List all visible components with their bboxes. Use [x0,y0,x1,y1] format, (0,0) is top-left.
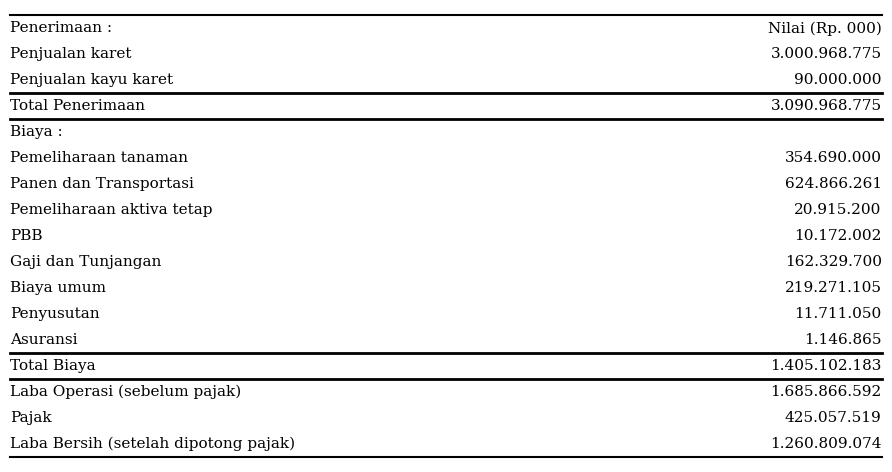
Text: Pemeliharaan aktiva tetap: Pemeliharaan aktiva tetap [11,203,213,217]
Text: 90.000.000: 90.000.000 [794,73,881,87]
Text: Nilai (Rp. 000): Nilai (Rp. 000) [768,21,881,35]
Text: Penyusutan: Penyusutan [11,307,100,321]
Text: 219.271.105: 219.271.105 [785,281,881,295]
Text: 11.711.050: 11.711.050 [795,307,881,321]
Text: Laba Bersih (setelah dipotong pajak): Laba Bersih (setelah dipotong pajak) [11,437,295,451]
Text: Penjualan karet: Penjualan karet [11,47,132,61]
Text: 3.090.968.775: 3.090.968.775 [771,99,881,113]
Text: 1.685.866.592: 1.685.866.592 [771,385,881,399]
Text: Pajak: Pajak [11,411,52,425]
Text: 624.866.261: 624.866.261 [785,177,881,191]
Text: Penerimaan :: Penerimaan : [11,21,112,35]
Text: 1.146.865: 1.146.865 [805,333,881,347]
Text: 20.915.200: 20.915.200 [795,203,881,217]
Text: 354.690.000: 354.690.000 [785,151,881,165]
Text: Total Penerimaan: Total Penerimaan [11,99,145,113]
Text: Asuransi: Asuransi [11,333,78,347]
Text: 162.329.700: 162.329.700 [785,255,881,269]
Text: Biaya umum: Biaya umum [11,281,106,295]
Text: Gaji dan Tunjangan: Gaji dan Tunjangan [11,255,161,269]
Text: 3.000.968.775: 3.000.968.775 [771,47,881,61]
Text: PBB: PBB [11,229,43,243]
Text: Panen dan Transportasi: Panen dan Transportasi [11,177,194,191]
Text: Penjualan kayu karet: Penjualan kayu karet [11,73,173,87]
Text: Total Biaya: Total Biaya [11,359,96,373]
Text: 1.405.102.183: 1.405.102.183 [771,359,881,373]
Text: 1.260.809.074: 1.260.809.074 [770,437,881,451]
Text: 10.172.002: 10.172.002 [795,229,881,243]
Text: Laba Operasi (sebelum pajak): Laba Operasi (sebelum pajak) [11,385,242,399]
Text: 425.057.519: 425.057.519 [785,411,881,425]
Text: Biaya :: Biaya : [11,125,63,139]
Text: Pemeliharaan tanaman: Pemeliharaan tanaman [11,151,188,165]
